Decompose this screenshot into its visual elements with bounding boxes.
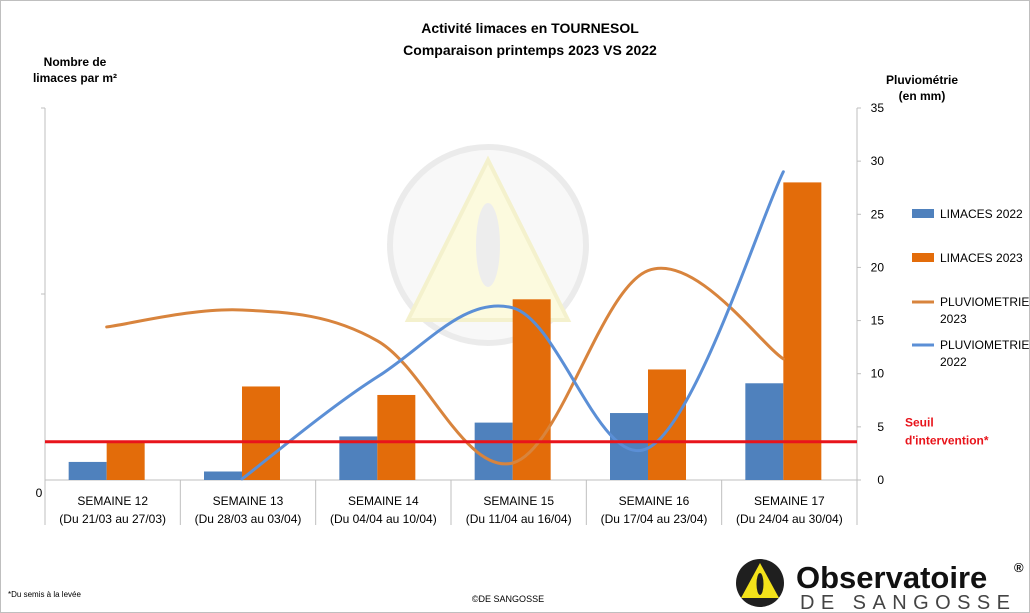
bar-limaces-2022-3 [339,436,378,480]
chart-subtitle: Comparaison printemps 2023 VS 2022 [403,42,657,58]
logo-subtitle: DE SANGOSSE [800,592,1010,613]
bar-limaces-2023-1 [106,441,145,480]
copyright: ©DE SANGOSSE [472,594,544,604]
bar-limaces-2023-4 [512,299,551,480]
right-tick-label: 5 [877,420,884,434]
x-tick-label: SEMAINE 12 [77,494,148,508]
x-tick-sublabel: (Du 28/03 au 03/04) [195,512,302,526]
x-tick-sublabel: (Du 21/03 au 27/03) [59,512,166,526]
line-pluviometrie-2023 [105,266,785,466]
footnote: *Du semis à la levée [8,590,81,599]
legend: LIMACES 2022 LIMACES 2023 PLUVIOMETRIE 2… [912,207,1029,369]
right-axis-label-line2: (en mm) [899,89,946,103]
logo-title: Observatoire [796,560,987,595]
right-tick-label: 0 [877,473,884,487]
x-tick-label: SEMAINE 15 [483,494,554,508]
x-tick-label: SEMAINE 14 [348,494,419,508]
threshold-label: Seuil [905,416,934,430]
x-tick-label: SEMAINE 13 [213,494,284,508]
x-tick-label: SEMAINE 16 [619,494,690,508]
bar-limaces-2023-6 [783,182,822,480]
x-tick-sublabel: (Du 04/04 au 10/04) [330,512,437,526]
legend-swatch-limaces-2023 [912,253,934,262]
bar-limaces-2022-1 [68,461,107,480]
legend-label-pluvio-2022: PLUVIOMETRIE [940,338,1029,352]
x-tick-sublabel: (Du 17/04 au 23/04) [601,512,708,526]
left-axis-label-line2: limaces par m² [33,71,117,85]
threshold-label-line2: d'intervention* [905,434,989,448]
legend-label-pluvio-2023: PLUVIOMETRIE [940,295,1029,309]
bar-limaces-2022-2 [204,471,242,480]
watermark [387,144,589,346]
left-axis-tick-label: 0 [36,486,43,500]
bar-limaces-2022-6 [745,383,784,480]
legend-label-limaces-2023: LIMACES 2023 [940,251,1023,265]
bar-limaces-2022-5 [610,413,648,480]
right-tick-label: 10 [871,367,885,381]
legend-label-limaces-2022: LIMACES 2022 [940,207,1023,221]
observatoire-logo: Observatoire ® DE SANGOSSE [736,559,1024,613]
left-axis-label: Nombre de [44,55,107,69]
lines-group [105,170,785,481]
right-tick-label: 15 [871,314,885,328]
x-axis-ticks [44,480,858,525]
bar-limaces-2023-3 [377,394,416,480]
x-tick-sublabel: (Du 24/04 au 30/04) [736,512,843,526]
bar-limaces-2022-4 [474,422,513,480]
bars-group [68,182,822,480]
chart-title: Activité limaces en TOURNESOL [421,20,639,36]
right-axis-label: Pluviométrie [886,73,958,87]
logo-registered-mark: ® [1014,560,1024,575]
x-tick-label: SEMAINE 17 [754,494,825,508]
x-axis-labels: SEMAINE 12 (Du 21/03 au 27/03) SEMAINE 13 (… [59,494,842,526]
bar-limaces-2023-5 [648,369,686,480]
right-tick-label: 35 [871,101,885,115]
line-pluviometrie-2022 [240,170,785,481]
right-tick-label: 20 [871,260,885,274]
bar-limaces-2023-2 [242,386,280,480]
legend-label-pluvio-2023-year: 2023 [940,312,967,326]
right-axis-ticks: 0 5 10 15 20 25 30 35 [857,101,884,487]
right-tick-label: 30 [871,154,885,168]
x-tick-sublabel: (Du 11/04 au 16/04) [466,512,572,526]
right-tick-label: 25 [871,207,885,221]
legend-swatch-limaces-2022 [912,209,934,218]
legend-label-pluvio-2022-year: 2022 [940,355,967,369]
